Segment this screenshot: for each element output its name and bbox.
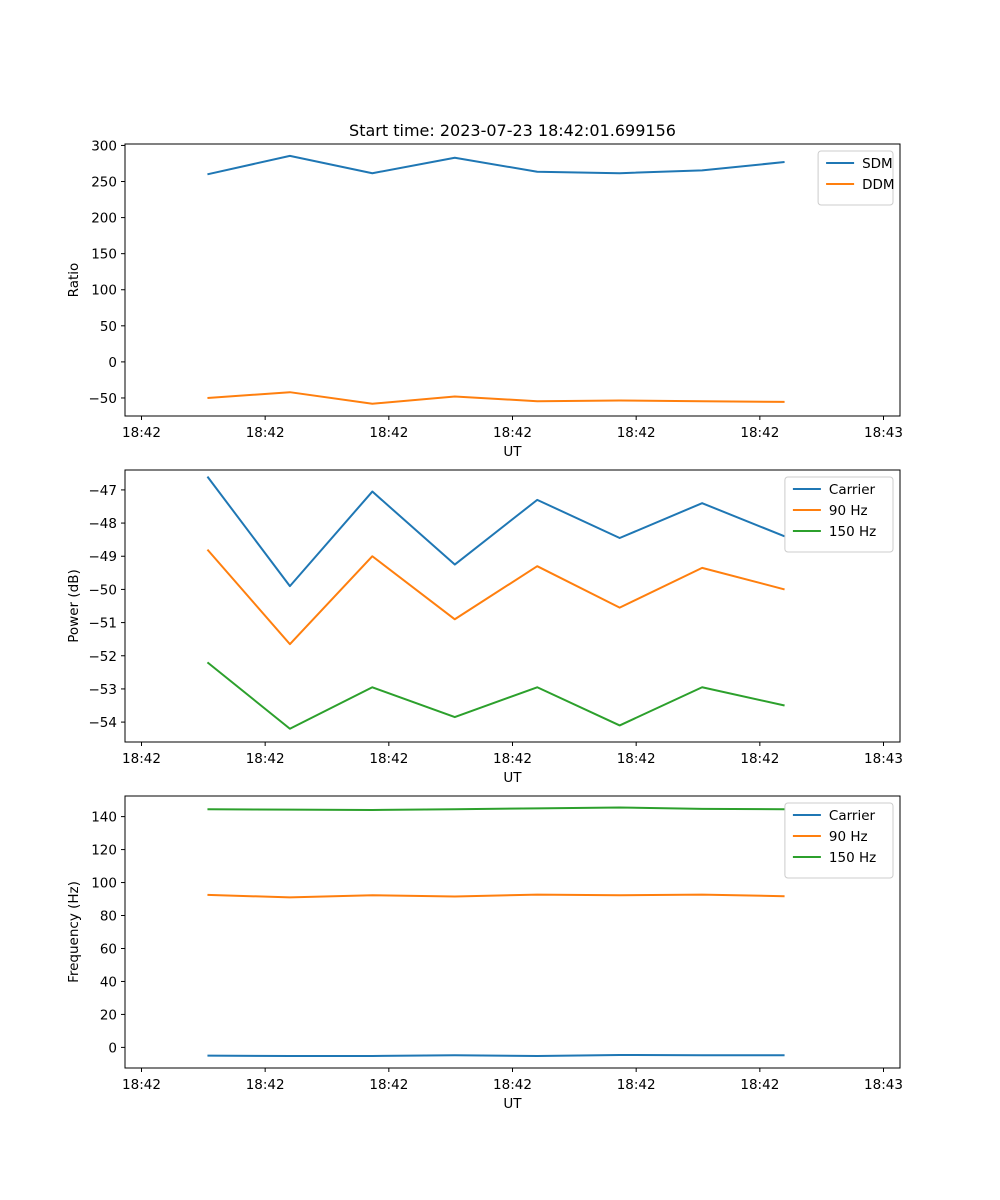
series-line-sdm: [207, 154, 785, 176]
y-tick-label: −50: [89, 582, 118, 598]
y-axis-label: Frequency (Hz): [66, 881, 82, 983]
y-tick-label: −47: [89, 483, 118, 499]
x-tick-label: 18:42: [122, 1077, 161, 1093]
x-tick-label: 18:43: [864, 751, 903, 767]
series-line-90-hz: [206, 548, 785, 646]
legend-label: Carrier: [829, 808, 876, 824]
y-tick-label: 100: [91, 876, 117, 892]
x-tick-label: 18:42: [617, 1077, 656, 1093]
y-tick-label: −54: [89, 715, 118, 731]
legend: Carrier 90 Hz 150 Hz: [784, 802, 894, 879]
legend-label: 90 Hz: [829, 503, 868, 519]
x-tick-label: 18:43: [864, 1077, 903, 1093]
x-tick-label: 18:42: [617, 751, 656, 767]
x-tick-label: 18:42: [369, 425, 408, 441]
y-axis-label: Ratio: [66, 263, 82, 298]
figure-title: Start time: 2023-07-23 18:42:01.699156: [349, 121, 676, 140]
y-tick-label: 100: [91, 283, 117, 299]
legend-label: 150 Hz: [829, 524, 876, 540]
legend-box: [784, 802, 894, 879]
y-tick-label: −52: [89, 649, 118, 665]
y-tick-label: 60: [100, 941, 117, 957]
x-tick-label: 18:43: [864, 425, 903, 441]
y-tick-label: −53: [89, 682, 118, 698]
y-tick-label: 80: [100, 909, 117, 925]
y-tick-label: 20: [100, 1007, 117, 1023]
series-line-150-hz: [206, 661, 785, 730]
x-tick-label: 18:42: [493, 1077, 532, 1093]
y-tick-label: 140: [91, 810, 117, 826]
y-tick-label: 250: [91, 175, 117, 191]
series-line-ddm: [207, 391, 785, 405]
x-tick-label: 18:42: [617, 425, 656, 441]
x-tick-label: 18:42: [369, 1077, 408, 1093]
x-tick-label: 18:42: [246, 1077, 285, 1093]
y-tick-label: −51: [89, 616, 118, 632]
y-tick-label: 200: [91, 211, 117, 227]
x-tick-label: 18:42: [740, 425, 779, 441]
x-tick-label: 18:42: [740, 751, 779, 767]
x-tick-label: 18:42: [369, 751, 408, 767]
y-axis-label: Power (dB): [66, 569, 82, 642]
legend: Carrier 90 Hz 150 Hz: [784, 476, 894, 553]
x-tick-label: 18:42: [246, 425, 285, 441]
legend-label: 90 Hz: [829, 829, 868, 845]
subplot-2: −47 −48 −49 −50 −51 −52 −53 −54 18:42 18:42 18:42 1…: [66, 469, 903, 786]
x-axis-label: UT: [503, 1096, 522, 1112]
x-tick-label: 18:42: [493, 751, 532, 767]
legend: SDM DDM: [817, 150, 895, 206]
y-tick-label: 0: [108, 355, 117, 371]
x-axis-label: UT: [503, 770, 522, 786]
y-tick-label: −48: [89, 516, 118, 532]
x-tick-label: 18:42: [740, 1077, 779, 1093]
legend-box: [817, 150, 894, 206]
y-tick-label: 50: [100, 319, 117, 335]
legend-label: Carrier: [829, 482, 876, 498]
series-line-carrier: [206, 476, 785, 588]
x-tick-label: 18:42: [122, 425, 161, 441]
legend-box: [784, 476, 894, 553]
x-tick-label: 18:42: [122, 751, 161, 767]
y-tick-label: 300: [91, 138, 117, 154]
y-tick-label: −49: [89, 549, 118, 565]
subplot-3: 140 120 100 80 60 40 20 0 18:42 18:42 18:42 18:42 18…: [66, 795, 903, 1112]
subplot-1: 300 250 200 150 100 50 0 −50 18:42 18:42 18:42 18:4…: [66, 138, 903, 460]
series-line-90-hz: [207, 893, 785, 899]
legend-label: DDM: [862, 177, 894, 193]
y-tick-label: −50: [89, 391, 118, 407]
x-tick-label: 18:42: [493, 425, 532, 441]
y-tick-label: 150: [91, 247, 117, 263]
legend-label: 150 Hz: [829, 850, 876, 866]
y-tick-label: 40: [100, 974, 117, 990]
y-tick-label: 120: [91, 843, 117, 859]
series-line-150-hz: [207, 806, 785, 812]
legend-label: SDM: [862, 156, 893, 172]
x-tick-label: 18:42: [246, 751, 285, 767]
series-line-carrier: [207, 1053, 785, 1057]
x-axis-label: UT: [503, 444, 522, 460]
y-tick-label: 0: [108, 1040, 117, 1056]
